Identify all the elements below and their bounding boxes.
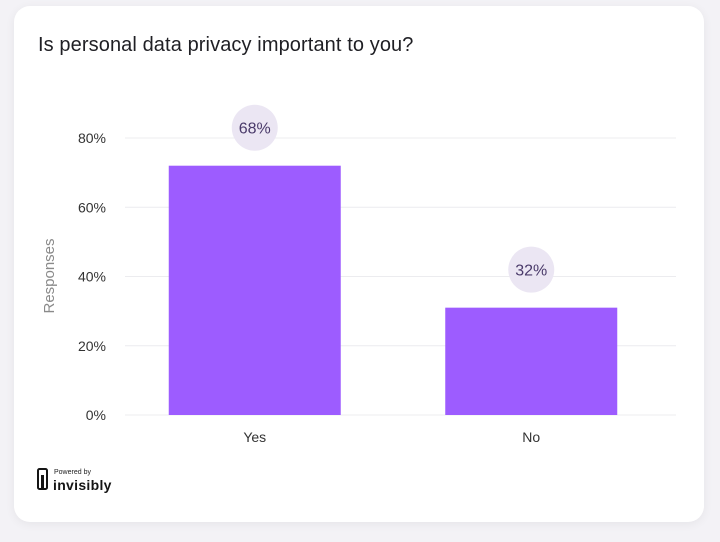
x-tick-label: No — [522, 429, 540, 445]
y-tick-label: 40% — [78, 269, 106, 285]
data-label-bubble — [508, 246, 555, 293]
x-tick-label: Yes — [243, 429, 266, 445]
y-axis-label: Responses — [41, 238, 58, 313]
invisibly-logo-icon — [37, 468, 48, 490]
y-tick-label: 0% — [86, 407, 106, 423]
chart-title: Is personal data privacy important to yo… — [38, 34, 414, 56]
chart-card — [14, 6, 704, 522]
data-label-bubble — [231, 104, 278, 151]
data-label: 68% — [239, 121, 271, 138]
brand-name: invisibly — [53, 477, 112, 493]
y-tick-label: 80% — [78, 130, 106, 146]
powered-by-label: Powered by — [54, 469, 91, 476]
y-tick-label: 20% — [78, 338, 106, 354]
data-label: 32% — [515, 263, 547, 280]
bar-yes — [168, 165, 341, 415]
bar-no — [445, 307, 618, 415]
y-tick-label: 60% — [78, 199, 106, 215]
